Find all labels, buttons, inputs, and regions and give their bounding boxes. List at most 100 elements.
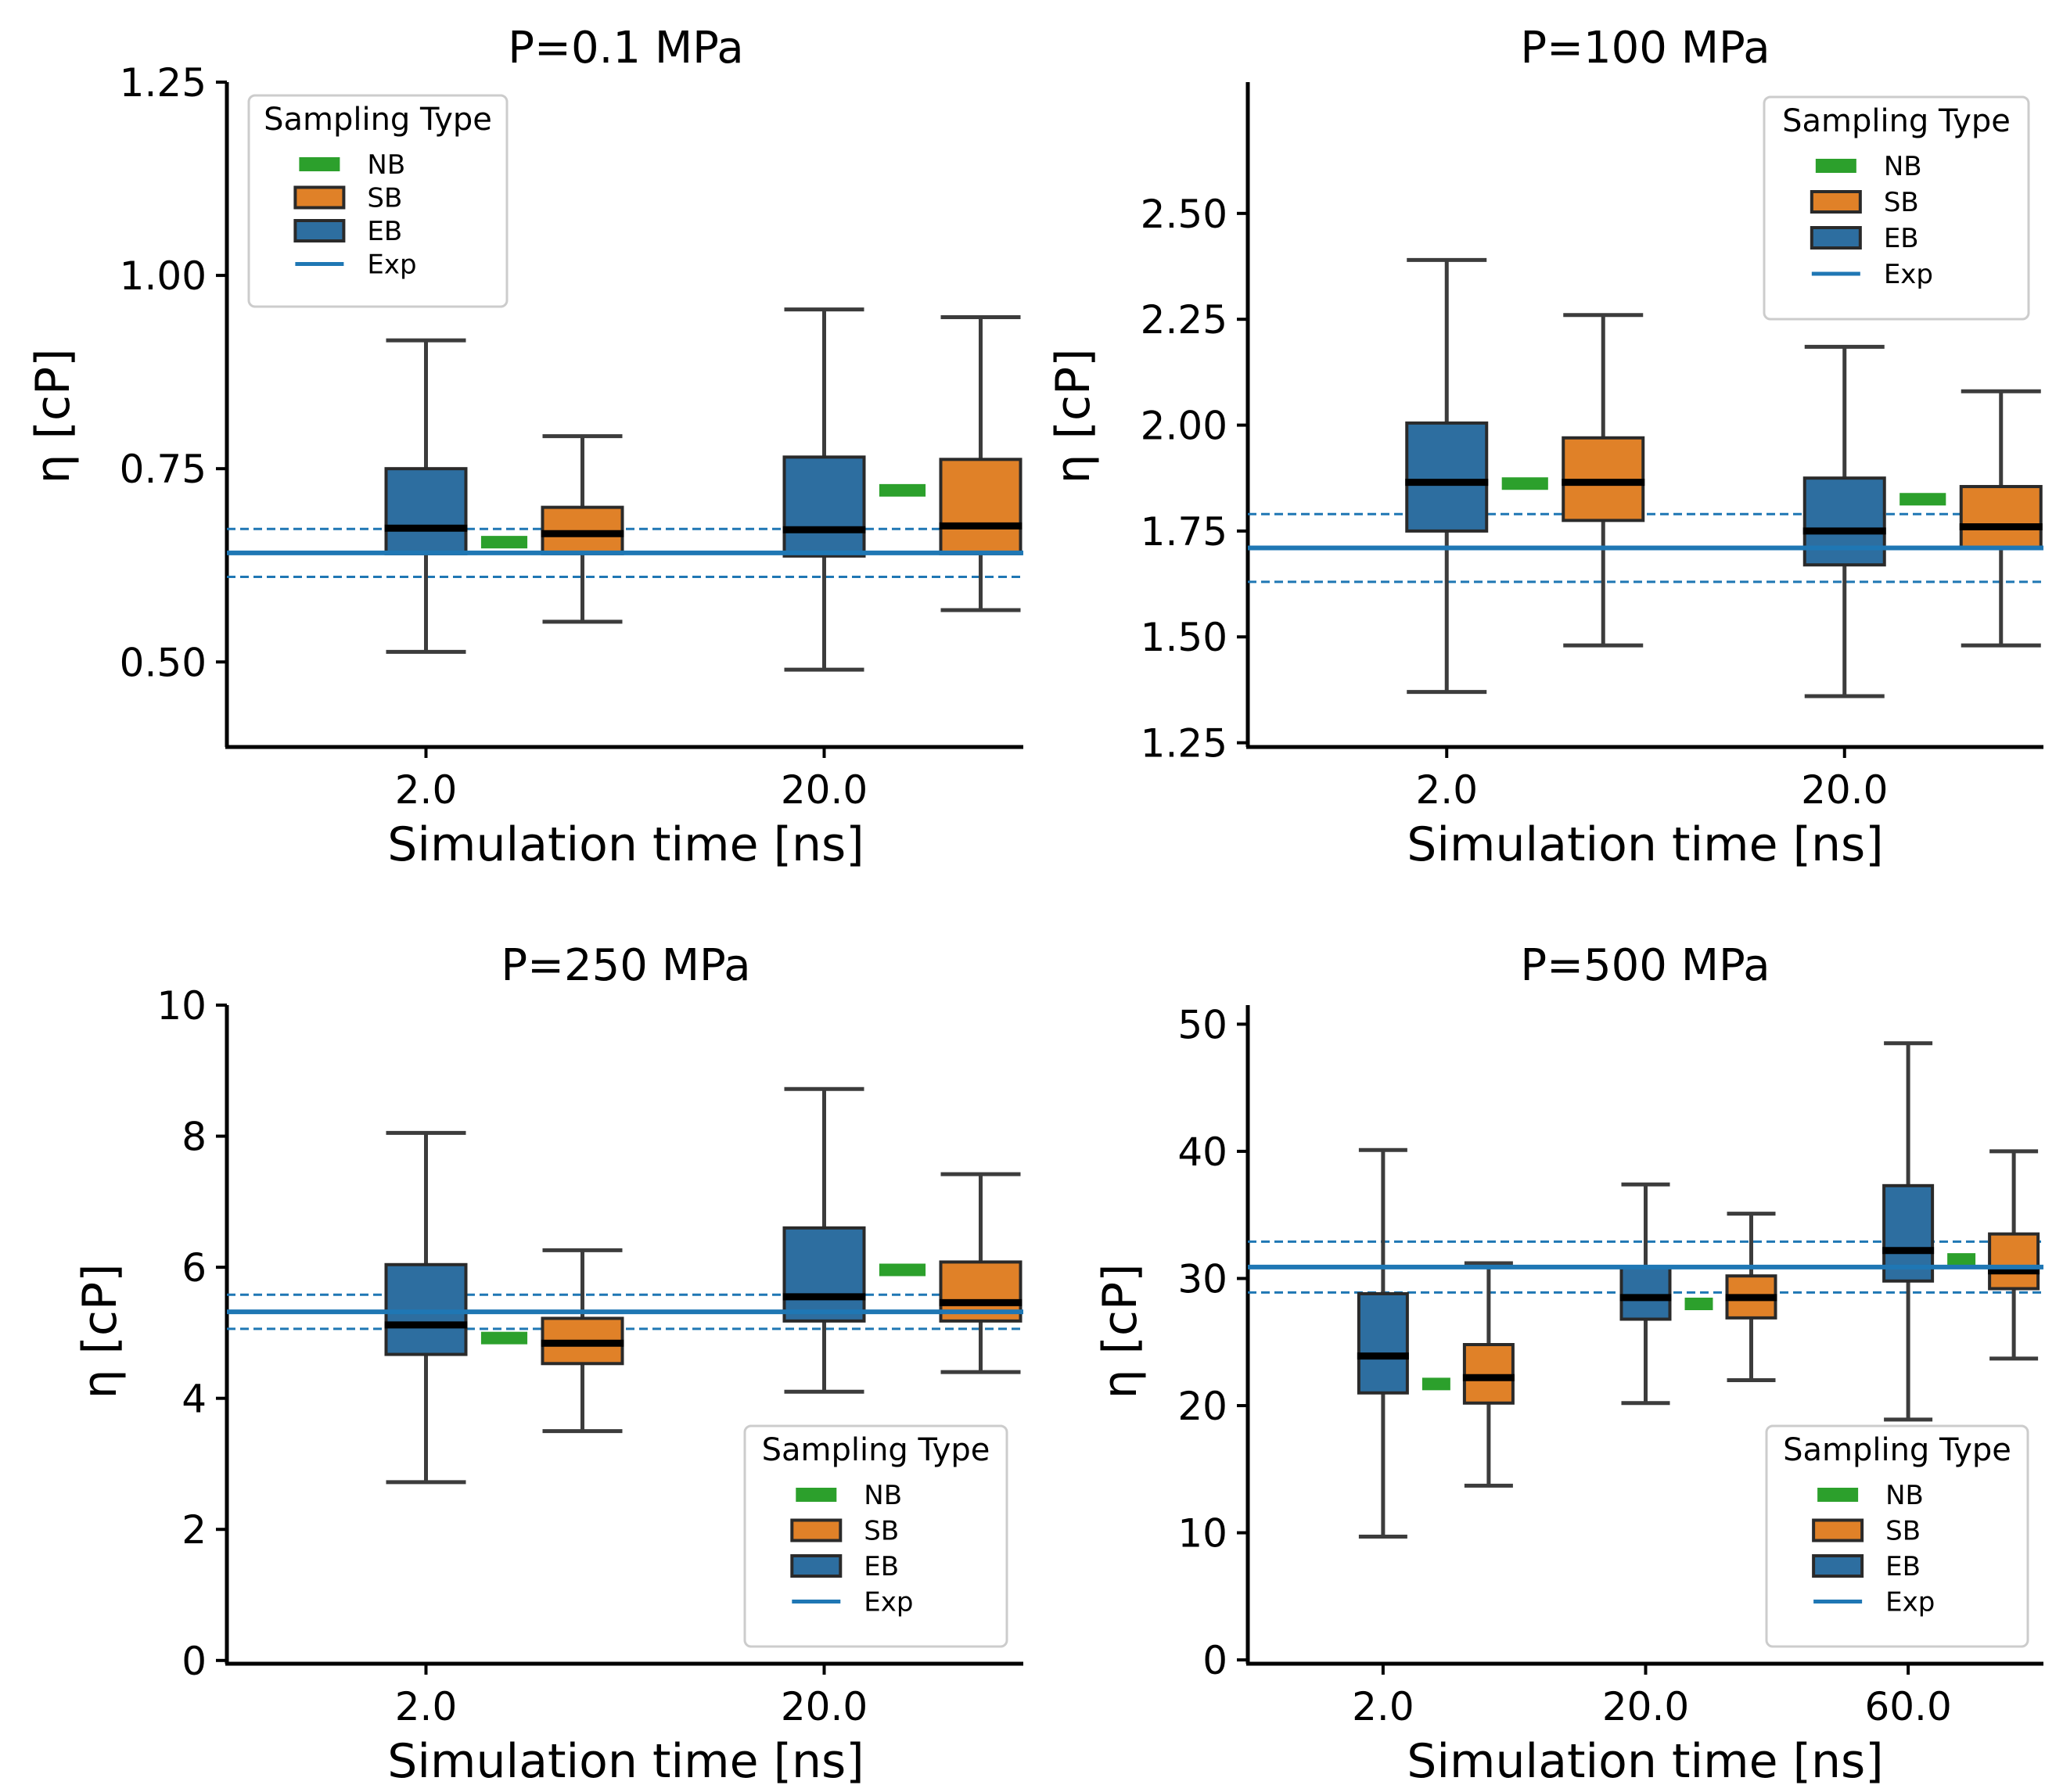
sb-box bbox=[939, 458, 1023, 555]
legend-patch-icon bbox=[1812, 1554, 1864, 1578]
legend-entry-label: NB bbox=[1885, 1480, 1924, 1511]
legend-patch-icon bbox=[293, 219, 346, 242]
legend-title: Sampling Type bbox=[1783, 1432, 2011, 1468]
eb-box bbox=[384, 467, 468, 555]
eb-box bbox=[1619, 1265, 1672, 1321]
y-axis-label: η [cP] bbox=[26, 348, 81, 483]
y-tick-label: 20 bbox=[1177, 1384, 1227, 1429]
x-axis-label: Simulation time [ns] bbox=[387, 817, 864, 872]
legend-entry-label: EB bbox=[864, 1551, 899, 1582]
legend-patch-icon bbox=[1810, 226, 1862, 250]
y-tick-label: 1.25 bbox=[120, 60, 207, 106]
y-tick-label: 50 bbox=[1177, 1002, 1227, 1047]
legend-entry-label: Exp bbox=[1884, 259, 1933, 290]
x-tick-label: 20.0 bbox=[781, 1684, 868, 1729]
plot-area: 1.25 1.50 1.75 2.00 2.25 2.50 2.0 20.0 Sampling … bbox=[1141, 82, 2043, 813]
y-tick-label: 0.50 bbox=[120, 640, 207, 685]
eb-box bbox=[782, 1226, 866, 1323]
y-tick-label: 1.75 bbox=[1141, 509, 1227, 555]
legend: Sampling Type NB SB EB Exp bbox=[1765, 1424, 2029, 1648]
panel-p-0-1-mpa: P=0.1 MPa Simulation time [ns] η [cP] 0.… bbox=[26, 23, 1023, 872]
panel-p-100-mpa: P=100 MPa Simulation time [ns] η [cP] 1.… bbox=[1046, 23, 2043, 872]
eb-box bbox=[1357, 1291, 1409, 1395]
legend-entry-label: Exp bbox=[864, 1587, 913, 1618]
legend-patch-icon bbox=[1817, 1488, 1859, 1502]
legend-frame bbox=[743, 1424, 1008, 1648]
y-tick-label: 2.25 bbox=[1141, 297, 1227, 343]
legend-frame bbox=[247, 94, 509, 308]
legend-patch-icon bbox=[1815, 159, 1856, 173]
eb-box bbox=[782, 455, 866, 558]
y-axis-label: η [cP] bbox=[1093, 1263, 1148, 1399]
y-tick-label: 0.75 bbox=[120, 447, 207, 492]
legend-patch-icon bbox=[1810, 190, 1862, 214]
legend-entry-label: SB bbox=[1885, 1516, 1921, 1547]
y-tick-label: 2.00 bbox=[1141, 404, 1227, 449]
x-tick-label: 2.0 bbox=[1352, 1684, 1414, 1729]
legend: Sampling Type NB SB EB Exp bbox=[743, 1424, 1008, 1648]
legend-patch-icon bbox=[1812, 1518, 1864, 1542]
y-tick-label: 40 bbox=[1177, 1129, 1227, 1175]
sb-box bbox=[1959, 485, 2043, 550]
legend-entry-label: EB bbox=[1885, 1551, 1921, 1582]
legend-entry-label: SB bbox=[864, 1516, 899, 1547]
legend-entry-label: EB bbox=[1884, 223, 1919, 254]
legend-entry-label: EB bbox=[367, 216, 402, 247]
x-tick-label: 60.0 bbox=[1864, 1684, 1951, 1729]
y-tick-label: 1.50 bbox=[1141, 615, 1227, 660]
plot-area: 0 2 4 6 8 10 2.0 20.0 Sampling Type NB SB EB Exp bbox=[156, 983, 1023, 1729]
y-tick-label: 4 bbox=[182, 1377, 207, 1422]
x-tick-label: 2.0 bbox=[395, 767, 458, 813]
legend-frame bbox=[1765, 1424, 2029, 1648]
legend-entry-label: NB bbox=[1884, 151, 1922, 182]
y-tick-label: 0 bbox=[182, 1639, 207, 1684]
x-axis-label: Simulation time [ns] bbox=[387, 1734, 864, 1789]
sb-box bbox=[1462, 1343, 1515, 1405]
x-tick-label: 2.0 bbox=[395, 1684, 458, 1729]
eb-box bbox=[1802, 476, 1886, 567]
panel-title: P=500 MPa bbox=[1520, 940, 1770, 991]
legend: Sampling Type NB SB EB Exp bbox=[1763, 95, 2030, 321]
legend-frame bbox=[1763, 95, 2030, 321]
legend-patch-icon bbox=[299, 157, 340, 171]
y-tick-label: 1.25 bbox=[1141, 721, 1227, 767]
y-tick-label: 1.00 bbox=[120, 253, 207, 299]
panel-p-500-mpa: P=500 MPa Simulation time [ns] η [cP] 0 1… bbox=[1093, 940, 2043, 1789]
legend-entry-label: Exp bbox=[1885, 1587, 1935, 1618]
legend-patch-icon bbox=[790, 1554, 843, 1578]
y-tick-label: 10 bbox=[156, 983, 207, 1029]
legend-patch-icon bbox=[293, 185, 346, 210]
y-tick-label: 2.50 bbox=[1141, 192, 1227, 237]
legend-entry-label: NB bbox=[864, 1480, 902, 1511]
legend-patch-icon bbox=[796, 1488, 837, 1502]
y-tick-label: 6 bbox=[182, 1245, 207, 1291]
y-axis-label: η [cP] bbox=[1046, 348, 1101, 483]
y-tick-label: 0 bbox=[1202, 1638, 1227, 1683]
legend-entry-label: NB bbox=[367, 149, 405, 181]
panel-p-250-mpa: P=250 MPa Simulation time [ns] η [cP] 0 2… bbox=[73, 940, 1023, 1789]
sb-box bbox=[1988, 1232, 2040, 1291]
x-axis-label: Simulation time [ns] bbox=[1407, 817, 1883, 872]
legend-entry-label: Exp bbox=[367, 250, 416, 281]
legend-title: Sampling Type bbox=[264, 102, 492, 138]
y-axis-label: η [cP] bbox=[73, 1263, 128, 1399]
x-tick-label: 2.0 bbox=[1415, 767, 1478, 813]
x-tick-label: 20.0 bbox=[1801, 767, 1888, 813]
x-tick-label: 20.0 bbox=[781, 767, 868, 813]
legend-patch-icon bbox=[790, 1518, 843, 1542]
y-tick-label: 30 bbox=[1177, 1256, 1227, 1302]
eb-box bbox=[1405, 421, 1489, 533]
y-tick-label: 8 bbox=[182, 1115, 207, 1160]
x-axis-label: Simulation time [ns] bbox=[1407, 1734, 1883, 1789]
x-tick-label: 20.0 bbox=[1602, 1684, 1689, 1729]
y-tick-label: 10 bbox=[1177, 1511, 1227, 1557]
legend-title: Sampling Type bbox=[762, 1432, 990, 1468]
legend-entry-label: SB bbox=[367, 183, 402, 214]
legend-title: Sampling Type bbox=[1782, 103, 2011, 139]
panel-title: P=0.1 MPa bbox=[508, 23, 743, 74]
plot-area: 0.50 0.75 1.00 1.25 2.0 20.0 Sampling Type NBSB… bbox=[120, 60, 1023, 813]
plot-area: 0 10 20 30 40 50 2.0 20.0 60.0 Sampling Type NB SB E… bbox=[1177, 1002, 2043, 1729]
legend-entry-label: SB bbox=[1884, 187, 1919, 218]
